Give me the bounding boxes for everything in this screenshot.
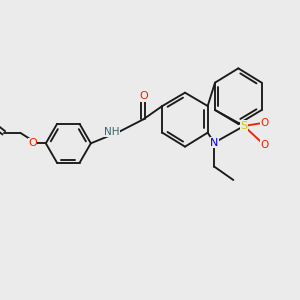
Text: O: O xyxy=(139,91,148,101)
Text: O: O xyxy=(260,140,269,150)
Text: S: S xyxy=(240,121,247,131)
Text: NH: NH xyxy=(104,127,119,137)
Text: N: N xyxy=(210,138,218,148)
Text: O: O xyxy=(260,118,269,128)
Text: O: O xyxy=(28,138,37,148)
